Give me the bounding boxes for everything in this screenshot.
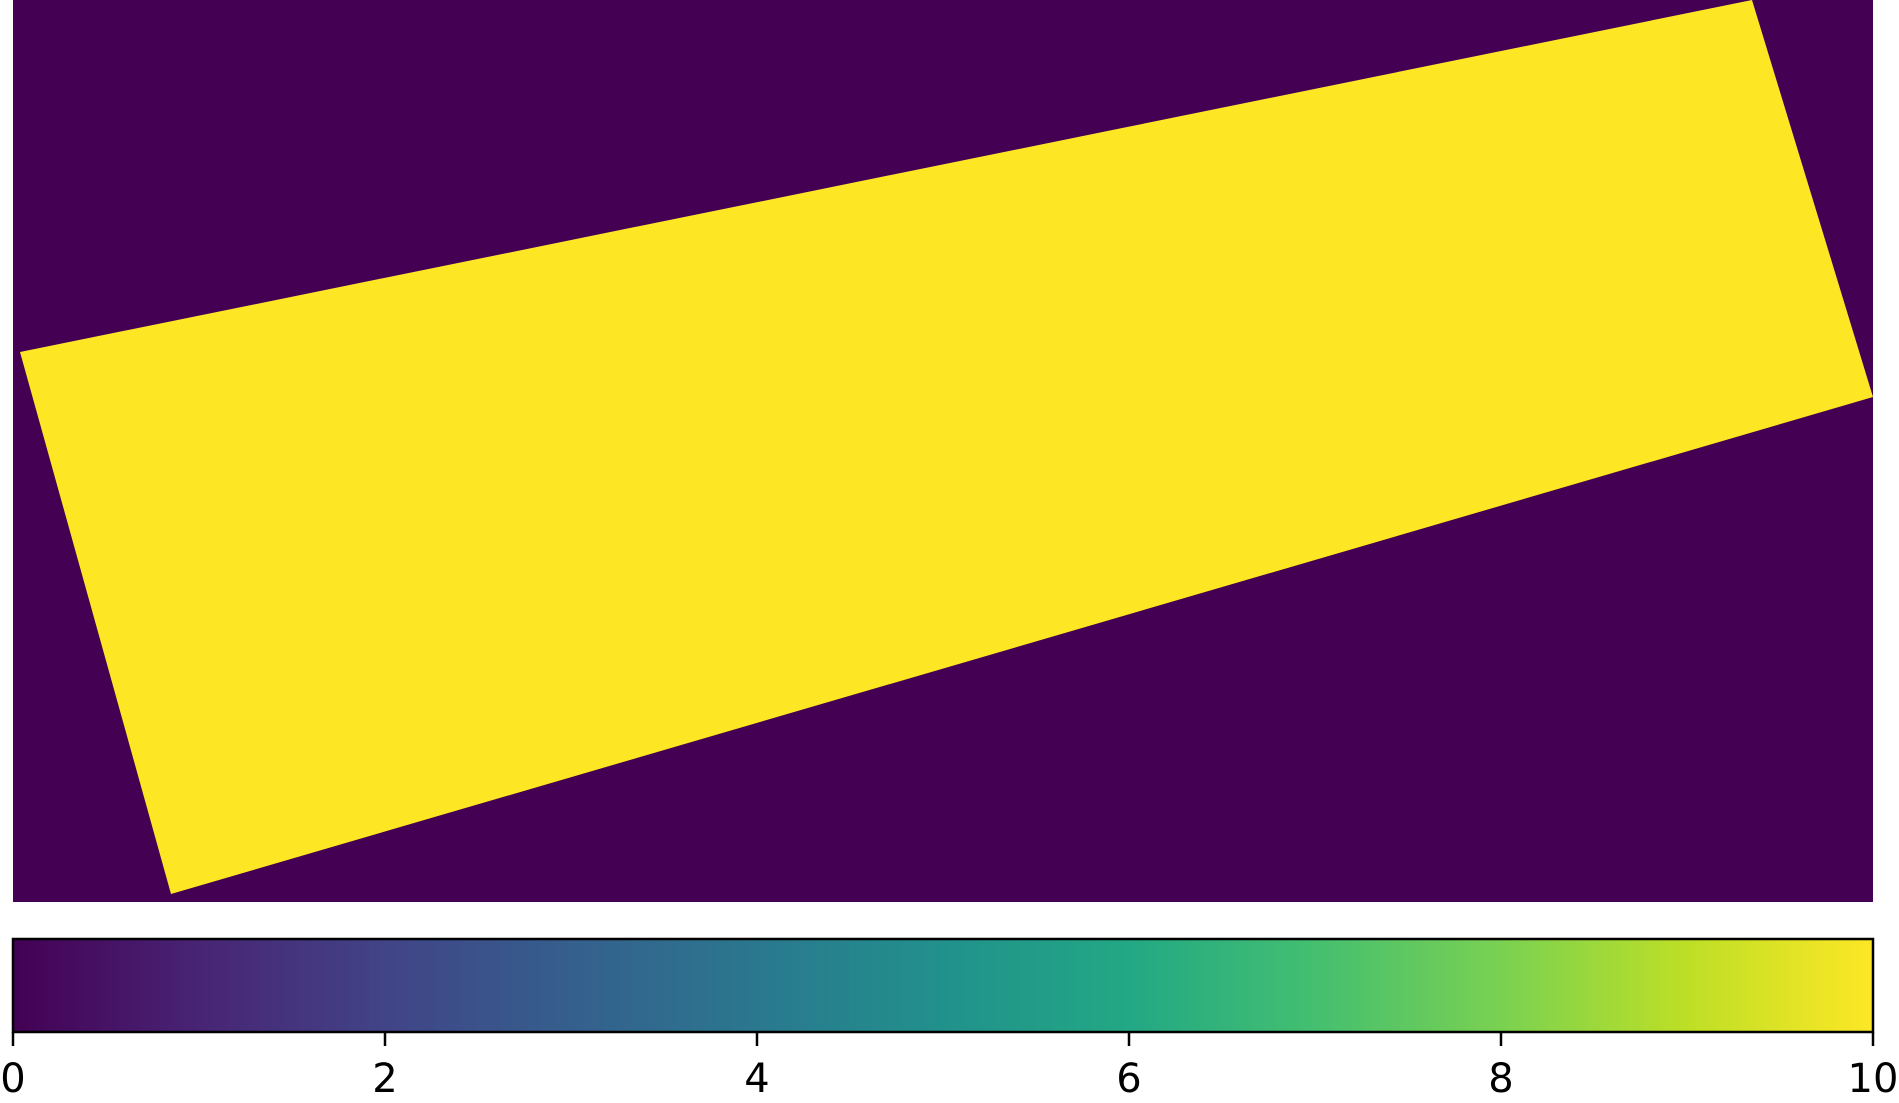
colorbar-tick-label: 10 — [1848, 1056, 1899, 1102]
colorbar-tick-label: 4 — [744, 1056, 769, 1102]
colorbar-ticks: 0 2 4 6 8 10 — [0, 1032, 1898, 1102]
colorbar-tick-label: 2 — [372, 1056, 397, 1102]
heatmap-rotated-rectangle — [20, 0, 1873, 894]
colorbar-tick-label: 8 — [1488, 1056, 1513, 1102]
colorbar: 0 2 4 6 8 10 — [0, 937, 1898, 1102]
colorbar-gradient — [11, 937, 1875, 1034]
heatmap-image — [13, 0, 1873, 902]
colorbar-tick-label: 6 — [1116, 1056, 1141, 1102]
colorbar-tick-label: 0 — [0, 1056, 25, 1102]
